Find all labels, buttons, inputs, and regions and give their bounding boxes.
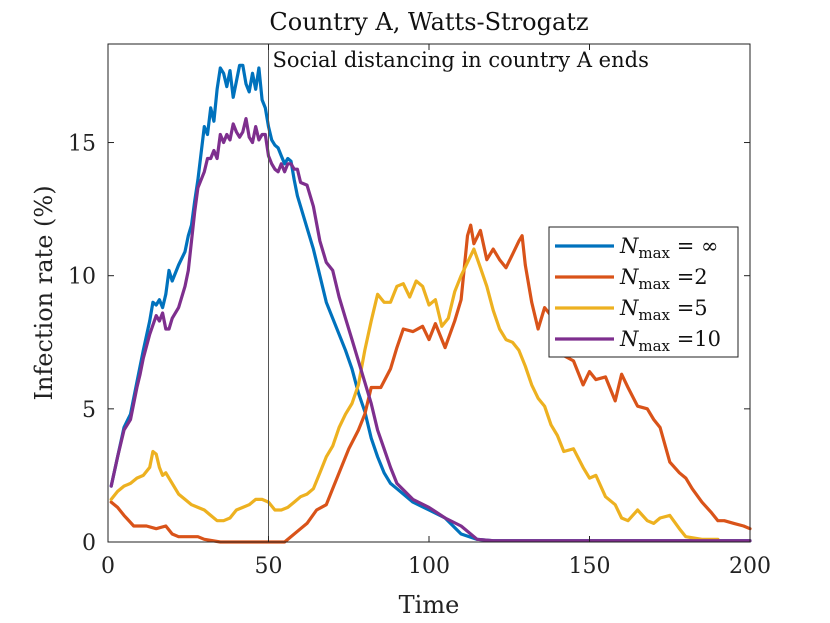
x-tick-label: 100: [408, 554, 450, 579]
x-tick-label: 150: [569, 554, 611, 579]
series-line-0: [109, 63, 752, 543]
legend-label-0: Nmax = ∞: [619, 234, 718, 262]
y-tick-label: 10: [68, 265, 96, 290]
y-axis-title: Infection rate (%): [30, 185, 58, 400]
x-axis-ticks: 0 50 100 150 200: [101, 44, 771, 579]
legend-label-2: Nmax =5: [619, 296, 708, 324]
series-line-3: [109, 117, 752, 543]
legend-box: [548, 226, 739, 358]
x-tick-label: 50: [255, 554, 283, 579]
chart-title: Country A, Watts-Strogatz: [269, 8, 588, 36]
y-axis-ticks: 0 5 10 15: [68, 132, 750, 556]
y-tick-label: 0: [82, 531, 96, 556]
x-axis-title: Time: [399, 591, 460, 619]
annotation-label: Social distancing in country A ends: [273, 48, 649, 72]
series-line-2: [109, 247, 720, 541]
legend: Nmax = ∞ Nmax =2 Nmax =5 Nmax =10: [548, 226, 739, 358]
legend-label-3: Nmax =10: [619, 327, 721, 355]
legend-label-1: Nmax =2: [619, 265, 708, 293]
y-tick-label: 5: [82, 398, 96, 423]
x-tick-label: 200: [729, 554, 771, 579]
y-tick-label: 15: [68, 132, 96, 157]
x-tick-label: 0: [101, 554, 115, 579]
